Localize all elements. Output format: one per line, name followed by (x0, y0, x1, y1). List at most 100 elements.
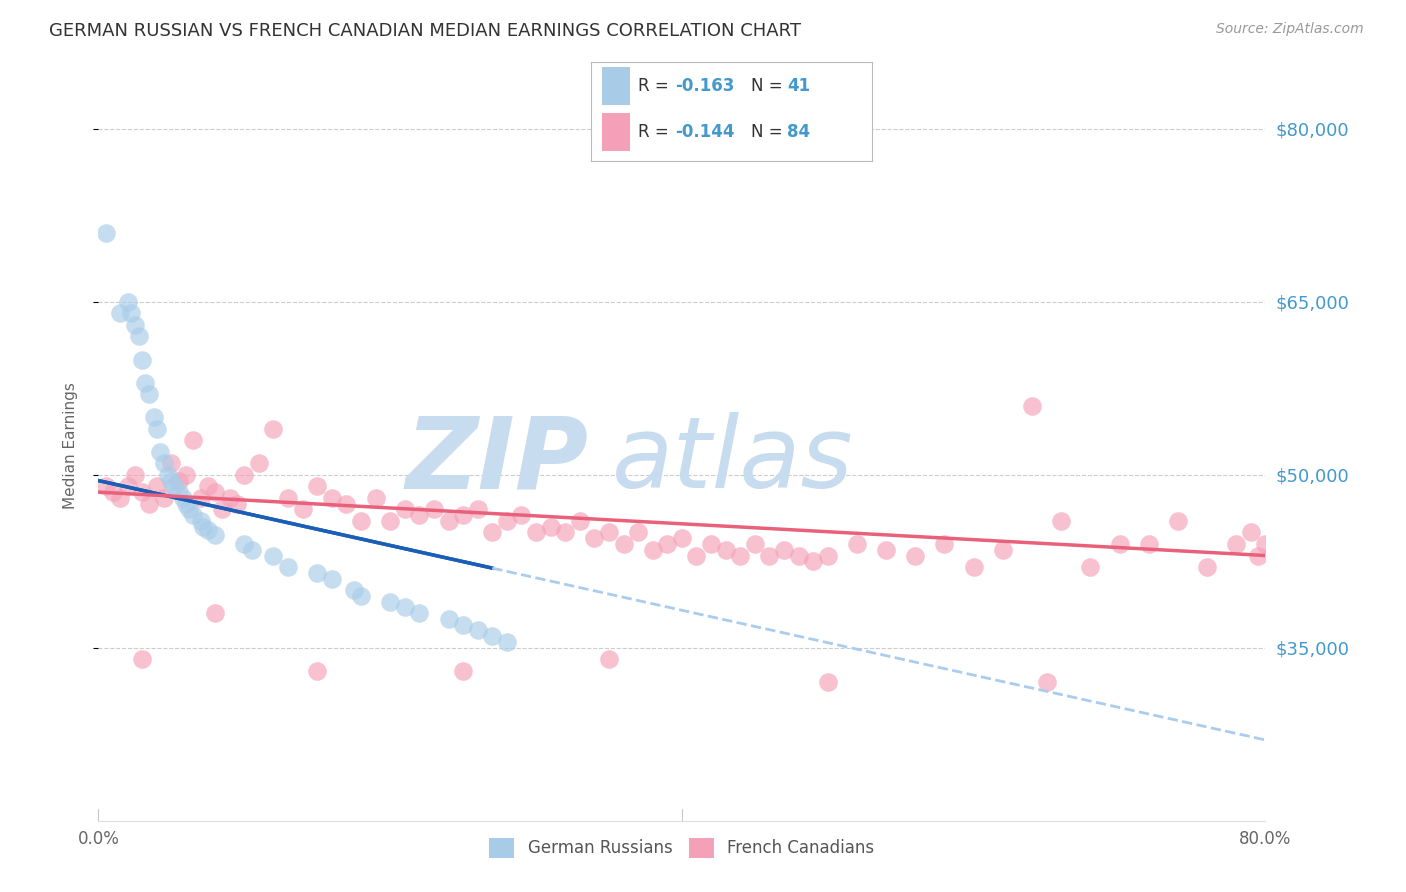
Point (277, 491, 299, 505)
Point (174, 497, 197, 511)
Point (172, 491, 194, 505)
Point (1167, 514, 1189, 528)
Point (1225, 537, 1247, 551)
Point (190, 514, 212, 528)
Point (1247, 549, 1270, 563)
Point (120, 306, 142, 320)
Point (1197, 560, 1219, 574)
Point (131, 352, 153, 367)
Point (350, 514, 373, 528)
Point (146, 422, 169, 436)
Point (233, 537, 256, 551)
Point (233, 467, 256, 482)
Point (350, 589, 373, 603)
Point (263, 549, 285, 563)
Point (991, 542, 1014, 557)
Point (613, 537, 636, 551)
Point (174, 467, 197, 482)
Point (117, 294, 139, 309)
Point (307, 566, 329, 580)
Text: -0.144: -0.144 (675, 123, 734, 141)
Point (496, 635, 519, 649)
Point (153, 456, 176, 470)
Point (962, 560, 984, 574)
Point (671, 531, 693, 545)
Point (700, 537, 723, 551)
Point (110, 491, 132, 505)
Point (641, 542, 664, 557)
Text: 84: 84 (787, 123, 810, 141)
Point (817, 549, 839, 563)
Point (157, 467, 180, 482)
Point (1137, 537, 1160, 551)
Point (193, 519, 215, 533)
Point (167, 485, 190, 500)
Text: N =: N = (751, 123, 787, 141)
Y-axis label: Median Earnings: Median Earnings (63, 383, 77, 509)
Text: GERMAN RUSSIAN VS FRENCH CANADIAN MEDIAN EARNINGS CORRELATION CHART: GERMAN RUSSIAN VS FRENCH CANADIAN MEDIAN… (49, 22, 801, 40)
Point (204, 485, 226, 500)
Point (343, 583, 366, 598)
Point (160, 474, 183, 488)
Point (110, 306, 132, 320)
Point (335, 497, 357, 511)
Point (153, 491, 176, 505)
Point (321, 572, 343, 586)
Point (467, 624, 489, 638)
Point (1080, 560, 1102, 574)
Point (247, 456, 270, 470)
Point (190, 491, 212, 505)
Point (204, 606, 226, 620)
Point (730, 549, 752, 563)
Text: R =: R = (638, 77, 675, 95)
Point (451, 664, 474, 678)
Point (117, 479, 139, 493)
Text: ZIP: ZIP (405, 412, 589, 509)
Point (134, 376, 156, 390)
Point (160, 456, 183, 470)
Bar (602, 68, 630, 104)
Point (875, 542, 897, 557)
Point (685, 549, 707, 563)
Point (211, 502, 233, 516)
Point (146, 479, 169, 493)
Point (1021, 399, 1043, 413)
Point (904, 549, 927, 563)
Point (131, 485, 153, 500)
Point (321, 491, 343, 505)
Point (773, 542, 796, 557)
Text: atlas: atlas (612, 412, 853, 509)
Point (124, 318, 146, 332)
Text: 41: 41 (787, 77, 810, 95)
Point (583, 531, 606, 545)
Point (167, 474, 190, 488)
Text: Source: ZipAtlas.com: Source: ZipAtlas.com (1216, 22, 1364, 37)
Point (240, 542, 263, 557)
Point (101, 485, 124, 500)
Point (142, 410, 165, 425)
Point (801, 554, 824, 568)
Point (263, 422, 285, 436)
Point (467, 502, 489, 516)
Text: N =: N = (751, 77, 787, 95)
Bar (602, 113, 630, 151)
Point (177, 502, 200, 516)
Point (138, 497, 160, 511)
Point (510, 508, 533, 523)
Point (1035, 675, 1057, 690)
Point (598, 652, 620, 666)
Point (846, 537, 869, 551)
Point (817, 675, 839, 690)
Point (307, 479, 329, 493)
Point (657, 537, 679, 551)
Point (408, 508, 430, 523)
Point (380, 594, 402, 608)
Point (307, 664, 329, 678)
Point (714, 542, 737, 557)
Point (408, 606, 430, 620)
Point (524, 525, 547, 540)
Point (291, 502, 314, 516)
Point (204, 528, 226, 542)
Point (496, 514, 519, 528)
Point (277, 560, 299, 574)
